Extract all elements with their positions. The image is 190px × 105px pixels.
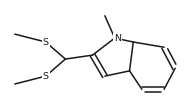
Text: S: S bbox=[43, 37, 49, 47]
Text: S: S bbox=[43, 72, 49, 81]
Text: N: N bbox=[114, 34, 121, 43]
